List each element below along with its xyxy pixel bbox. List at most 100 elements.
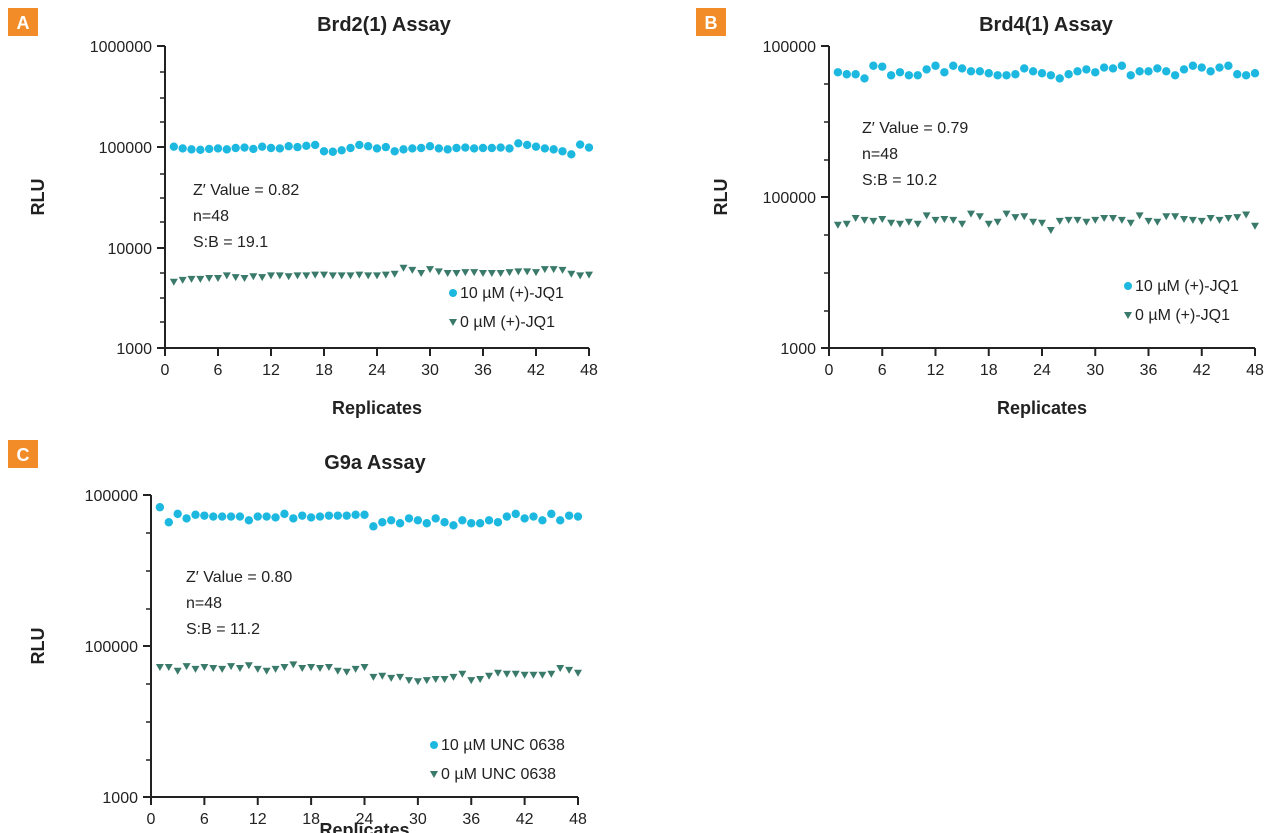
data-point-active-a xyxy=(549,145,558,154)
data-point-active-b xyxy=(1250,69,1260,78)
x-tick-label-c: 48 xyxy=(569,811,587,828)
x-tick-label-a: 12 xyxy=(262,362,280,379)
data-point-control-b xyxy=(1002,210,1011,218)
data-point-control-c xyxy=(182,663,191,671)
data-point-control-a xyxy=(222,272,231,280)
panel-badge-b xyxy=(696,8,726,36)
data-point-control-a xyxy=(187,275,196,283)
x-tick-label-c: 30 xyxy=(409,811,427,828)
data-point-active-b xyxy=(1020,64,1029,73)
data-point-active-c xyxy=(538,516,547,525)
data-point-control-b xyxy=(931,216,940,224)
data-point-active-c xyxy=(422,519,431,528)
data-point-active-c xyxy=(191,510,200,519)
x-tick-label-a: 42 xyxy=(527,362,545,379)
data-point-control-c xyxy=(227,663,236,671)
data-point-active-a xyxy=(266,143,276,153)
data-point-active-c xyxy=(226,512,236,521)
data-point-active-c xyxy=(289,514,298,523)
x-tick-label-c: 24 xyxy=(356,811,374,828)
data-point-control-c xyxy=(458,670,467,678)
data-point-active-a xyxy=(275,144,285,153)
data-point-control-c xyxy=(574,669,582,677)
y-tick-label-c: 1000 xyxy=(102,790,138,807)
data-point-active-b xyxy=(949,61,958,70)
data-point-control-b xyxy=(1197,217,1206,225)
data-point-control-b xyxy=(1224,215,1233,223)
data-point-control-c xyxy=(431,675,440,683)
data-point-active-a xyxy=(372,144,382,153)
data-point-control-b xyxy=(993,218,1002,226)
data-point-control-b xyxy=(1251,222,1259,230)
data-point-active-b xyxy=(1233,70,1242,79)
x-tick-label-b: 36 xyxy=(1140,362,1158,379)
data-point-control-a xyxy=(214,275,222,283)
data-point-control-b xyxy=(1206,215,1215,223)
data-point-control-a xyxy=(284,273,293,281)
chart-title-c: G9a Assay xyxy=(324,452,426,474)
data-point-active-c xyxy=(484,516,494,525)
data-point-control-b xyxy=(949,216,958,224)
data-point-active-c xyxy=(404,514,414,523)
data-point-active-b xyxy=(913,71,922,80)
data-point-active-c xyxy=(431,514,440,523)
data-point-active-c xyxy=(253,512,262,521)
x-tick-label-a: 18 xyxy=(315,362,333,379)
data-point-active-c xyxy=(529,512,538,521)
data-point-control-c xyxy=(556,664,565,672)
data-point-active-a xyxy=(249,144,258,154)
data-point-control-c xyxy=(413,678,422,686)
data-point-control-b xyxy=(1091,216,1100,224)
data-point-control-c xyxy=(262,667,271,675)
data-point-active-c xyxy=(280,509,289,519)
data-point-control-c xyxy=(449,673,458,681)
data-point-active-b xyxy=(1215,63,1224,72)
data-point-active-a xyxy=(584,143,594,152)
data-point-control-b xyxy=(1046,226,1055,234)
y-tick-label-b: 100000 xyxy=(763,190,816,207)
data-point-control-a xyxy=(514,268,523,276)
data-point-active-a xyxy=(240,143,249,152)
data-point-control-b xyxy=(1064,216,1073,224)
x-axis-label-b: Replicates xyxy=(997,398,1087,418)
data-point-active-c xyxy=(360,510,369,519)
data-point-active-c xyxy=(333,511,343,520)
data-point-control-c xyxy=(280,664,289,672)
data-point-active-a xyxy=(204,144,214,154)
data-point-control-b xyxy=(860,216,869,224)
data-point-control-b xyxy=(1144,217,1153,225)
data-point-active-b xyxy=(1117,61,1127,70)
data-point-control-a xyxy=(417,269,426,277)
data-point-active-a xyxy=(469,144,479,153)
data-point-control-a xyxy=(408,266,417,274)
data-point-control-a xyxy=(178,276,187,284)
data-point-active-c xyxy=(244,516,254,525)
data-point-control-b xyxy=(1180,215,1188,223)
data-point-control-b xyxy=(1073,216,1082,224)
data-point-active-b xyxy=(1197,63,1206,72)
data-point-active-b xyxy=(1241,71,1251,80)
data-point-control-c xyxy=(333,667,342,675)
data-point-control-a xyxy=(205,275,214,283)
data-point-active-c xyxy=(475,519,485,528)
data-point-control-b xyxy=(1100,215,1109,223)
legend-label-b: 0 µM (+)-JQ1 xyxy=(1135,307,1230,324)
legend-marker-c xyxy=(430,771,438,778)
legend-label-c: 10 µM UNC 0638 xyxy=(441,737,565,754)
data-point-control-a xyxy=(496,269,505,277)
x-tick-label-c: 12 xyxy=(249,811,267,828)
data-point-control-a xyxy=(585,271,593,279)
x-axis-label-a: Replicates xyxy=(332,398,422,418)
data-point-active-c xyxy=(262,512,271,521)
legend-label-b: 10 µM (+)-JQ1 xyxy=(1135,278,1239,295)
data-point-active-c xyxy=(564,511,574,520)
y-tick-label-c: 100000 xyxy=(85,488,138,505)
data-point-active-c xyxy=(547,509,556,519)
data-point-control-c xyxy=(307,664,316,672)
data-point-control-c xyxy=(360,664,369,672)
data-point-control-c xyxy=(271,665,280,673)
chart-title-a: Brd2(1) Assay xyxy=(317,14,452,36)
data-point-active-a xyxy=(319,147,329,156)
data-point-control-a xyxy=(267,272,275,280)
data-point-active-c xyxy=(173,509,182,519)
